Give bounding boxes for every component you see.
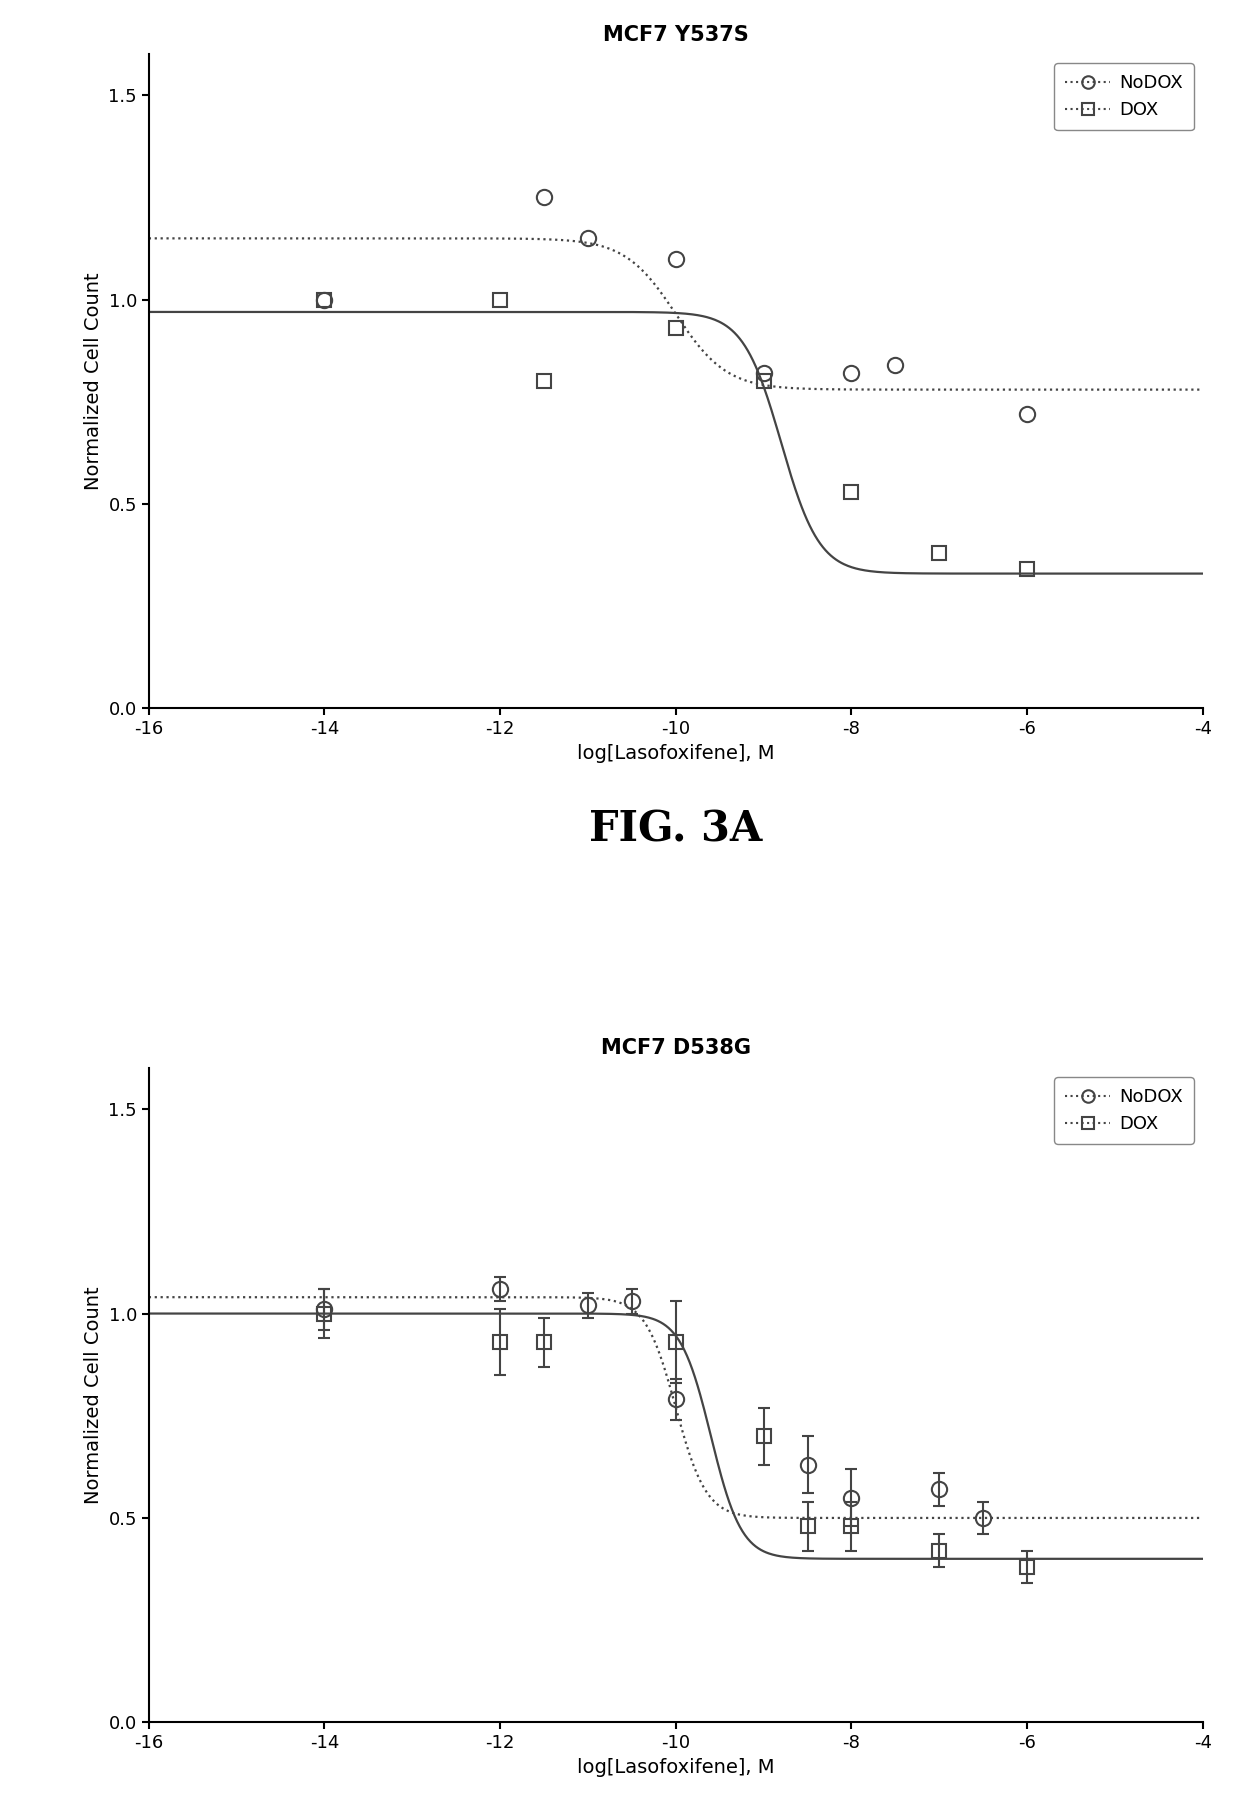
Y-axis label: Normalized Cell Count: Normalized Cell Count (84, 272, 103, 490)
Title: MCF7 D538G: MCF7 D538G (601, 1039, 750, 1059)
Title: MCF7 Y537S: MCF7 Y537S (603, 25, 749, 45)
Text: FIG. 3A: FIG. 3A (589, 809, 763, 850)
Legend: NoDOX, DOX: NoDOX, DOX (1054, 63, 1194, 131)
Legend: NoDOX, DOX: NoDOX, DOX (1054, 1077, 1194, 1144)
X-axis label: log[Lasofoxifene], M: log[Lasofoxifene], M (577, 1759, 775, 1777)
X-axis label: log[Lasofoxifene], M: log[Lasofoxifene], M (577, 743, 775, 763)
Y-axis label: Normalized Cell Count: Normalized Cell Count (84, 1287, 103, 1505)
